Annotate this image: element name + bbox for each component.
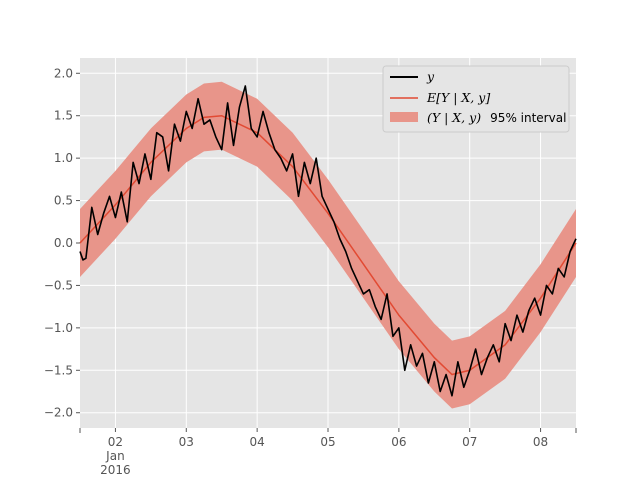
x-tick-sublabel-month: Jan bbox=[105, 449, 125, 463]
y-tick-label-5: −0.5 bbox=[44, 278, 73, 292]
x-tick-label-2: 04 bbox=[250, 435, 265, 449]
y-tick-label-0: 2.0 bbox=[54, 66, 73, 80]
y-tick-label-6: −1.0 bbox=[44, 321, 73, 335]
x-tick-label-3: 05 bbox=[320, 435, 335, 449]
x-tick-sublabel-year: 2016 bbox=[100, 463, 131, 477]
y-tick-label-1: 1.5 bbox=[54, 109, 73, 123]
y-axis: 2.0 1.5 1.0 0.5 0.0 −0.5 −1.0 −1.5 −2.0 bbox=[44, 66, 80, 420]
legend-box bbox=[382, 65, 570, 133]
x-tick-label-6: 08 bbox=[533, 435, 548, 449]
y-tick-label-7: −1.5 bbox=[44, 363, 73, 377]
legend-label-mean: E[Y | X, y] bbox=[426, 90, 490, 105]
interval-band bbox=[80, 81, 576, 409]
legend-swatch-band bbox=[390, 112, 418, 122]
x-tick-label-4: 06 bbox=[391, 435, 406, 449]
x-tick-label-0: 02 bbox=[108, 435, 123, 449]
legend-label-band-math: (Y | X, y) bbox=[427, 110, 481, 125]
x-tick-label-1: 03 bbox=[179, 435, 194, 449]
y-tick-label-3: 0.5 bbox=[54, 194, 73, 208]
y-tick-label-4: 0.0 bbox=[54, 236, 73, 250]
y-tick-label-8: −2.0 bbox=[44, 406, 73, 420]
x-tick-label-5: 07 bbox=[462, 435, 477, 449]
legend: y E[Y | X, y] (Y | X, y) 95% interval bbox=[382, 65, 570, 133]
legend-label-y: y bbox=[426, 69, 435, 84]
y-series-line bbox=[79, 85, 577, 397]
mean-line bbox=[79, 114, 577, 376]
legend-label-band: (Y | X, y) 95% interval bbox=[427, 107, 566, 126]
legend-label-band-text: 95% interval bbox=[490, 111, 566, 125]
y-tick-label-2: 1.0 bbox=[54, 151, 73, 165]
